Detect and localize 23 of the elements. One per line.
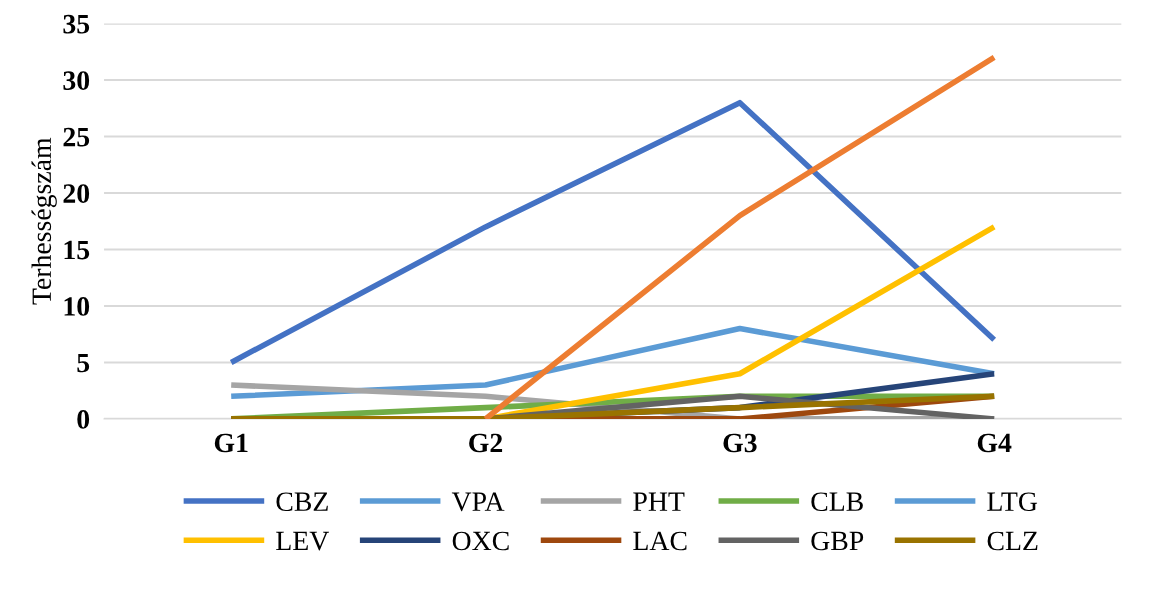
y-tick-label: 0	[77, 410, 90, 429]
y-axis-title: Terhességszám	[31, 137, 57, 305]
legend-label: GBP	[811, 531, 864, 551]
legend-label: CLZ	[987, 531, 1038, 551]
legend-label: CBZ	[276, 492, 328, 512]
x-tick-label: G4	[977, 433, 1012, 453]
legend-label: CLB	[811, 492, 863, 512]
legend-label: PHT	[633, 492, 685, 511]
y-tick-label: 25	[63, 127, 90, 147]
legend-label: VPA	[451, 492, 505, 512]
x-tick-label: G1	[214, 433, 248, 453]
y-tick-label: 15	[64, 240, 90, 260]
legend-label: LAC	[633, 531, 687, 551]
x-tick-label: G3	[723, 433, 757, 453]
legend-label: LEV	[276, 531, 329, 551]
legend-label: OXC	[452, 531, 509, 551]
y-tick-label: 35	[63, 14, 90, 34]
x-tick-label: G2	[469, 433, 503, 453]
y-tick-label: 20	[63, 184, 90, 203]
y-tick-label: 30	[63, 71, 90, 90]
y-tick-label: 10	[64, 297, 90, 316]
y-tick-label: 5	[77, 353, 90, 373]
legend-label: LTG	[987, 492, 1038, 512]
